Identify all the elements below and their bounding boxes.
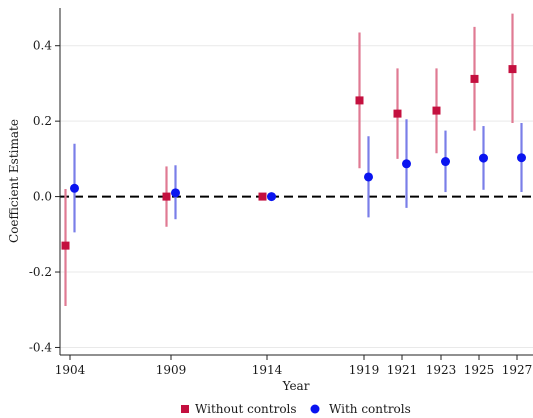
point-without-controls	[508, 65, 517, 74]
x-tick-label: 1919	[349, 363, 380, 377]
legend-label-with-controls: With controls	[329, 402, 411, 416]
point-with-controls	[517, 153, 526, 163]
point-without-controls	[258, 192, 267, 201]
point-without-controls	[393, 109, 402, 118]
legend-marker-with-controls	[310, 404, 320, 414]
x-tick-label: 1914	[252, 363, 283, 377]
point-with-controls	[441, 157, 450, 167]
y-tick-label: -0.2	[29, 265, 52, 279]
grid	[60, 45, 533, 348]
point-without-controls	[355, 96, 364, 105]
axes: -0.4 -0.2 0.0 0.2 0.4 1904 1909 1914 1919 1921 192…	[29, 8, 533, 377]
x-tick-label: 1925	[464, 363, 495, 377]
y-axis-title: Coefficient Estimate	[7, 119, 21, 243]
point-with-controls	[171, 188, 180, 198]
x-tick-label: 1923	[426, 363, 457, 377]
point-with-controls	[402, 159, 411, 169]
legend: Without controls With controls	[181, 402, 411, 416]
y-tick-label: 0.0	[33, 190, 52, 204]
x-tick-label: 1927	[502, 363, 533, 377]
point-without-controls	[470, 74, 479, 83]
point-without-controls	[162, 192, 171, 201]
legend-label-without-controls: Without controls	[195, 402, 297, 416]
legend-marker-without-controls	[181, 405, 189, 413]
point-with-controls	[70, 183, 79, 193]
y-tick-label: -0.4	[29, 340, 53, 354]
point-with-controls	[479, 153, 488, 163]
series	[61, 13, 526, 306]
x-axis-title: Year	[282, 379, 310, 393]
point-without-controls	[61, 241, 70, 250]
y-tick-label: 0.2	[33, 114, 52, 128]
point-with-controls	[364, 172, 373, 182]
x-tick-label: 1921	[387, 363, 418, 377]
point-with-controls	[267, 192, 276, 202]
x-tick-label: 1909	[156, 363, 187, 377]
point-without-controls	[432, 106, 441, 115]
x-tick-label: 1904	[55, 363, 86, 377]
y-tick-label: 0.4	[33, 39, 52, 53]
